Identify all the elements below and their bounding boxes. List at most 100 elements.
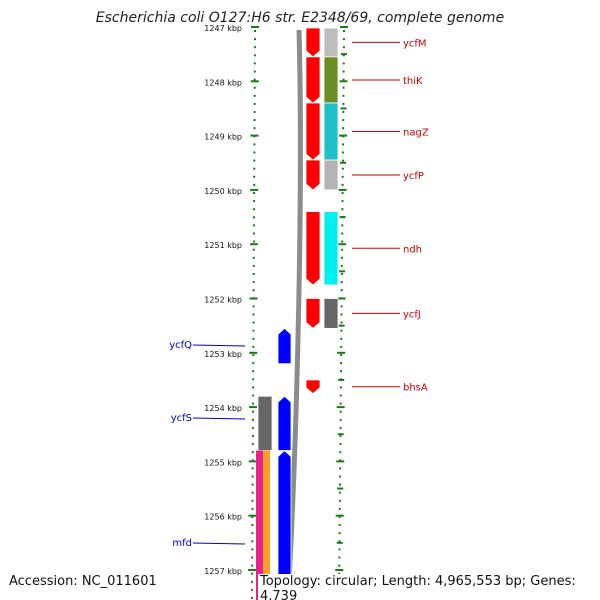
forward-gene-class-box: [323, 102, 339, 161]
ruler-dot: [340, 289, 343, 292]
ruler-tick-left: [249, 243, 258, 246]
ruler-dot: [252, 410, 254, 413]
ruler-dot: [253, 127, 256, 130]
ruler-minor-tick: [339, 270, 346, 273]
forward-gene-arrow: [305, 102, 321, 161]
gene-features: [256, 27, 339, 600]
ruler-dot: [251, 564, 254, 567]
ruler-dot: [338, 491, 341, 494]
ruler-dot: [252, 313, 255, 316]
ruler-dot: [253, 200, 256, 203]
gene-label: ycfM: [403, 38, 427, 49]
forward-gene-arrow: [305, 159, 321, 191]
gene-label: ndh: [403, 244, 422, 255]
ruler-dot: [340, 313, 343, 316]
ruler-dot: [342, 94, 345, 97]
ruler-dot: [341, 159, 344, 162]
ruler-tick-right: [340, 26, 349, 28]
ruler-tick-label: 1248 kbp: [204, 78, 242, 87]
ruler-dot: [252, 289, 255, 292]
ruler-dot: [341, 224, 344, 227]
backbone-track: [285, 29, 303, 600]
ruler-dot: [251, 597, 253, 599]
ruler-tick-left: [248, 569, 257, 571]
ruler-dot: [252, 354, 255, 356]
ruler-dot: [341, 192, 344, 194]
ruler-dot: [341, 151, 344, 154]
ruler-dot: [341, 200, 344, 203]
forward-gene-class-box: [323, 159, 339, 191]
ruler-dot: [253, 151, 256, 154]
ruler-dot: [252, 305, 255, 308]
ruler-dot: [253, 224, 255, 227]
ruler-dot: [341, 183, 344, 186]
gene-label: thiK: [403, 76, 423, 87]
ruler-dot: [342, 78, 345, 81]
ruler-dot: [252, 256, 255, 259]
gene-label: ycfJ: [403, 309, 421, 320]
ruler-minor-tick: [337, 433, 344, 436]
ruler-dot: [339, 483, 341, 486]
ruler-dot: [252, 386, 255, 389]
ruler-dot: [339, 443, 342, 446]
ruler-minor-tick: [340, 107, 347, 110]
forward-gene-arrow: [305, 379, 321, 395]
ruler-dot: [339, 451, 342, 454]
ruler-dot: [339, 394, 342, 397]
ruler-minor-tick: [340, 161, 347, 164]
ruler-dot: [251, 499, 254, 502]
ruler-tick-label: 1251 kbp: [204, 241, 242, 250]
ruler-tick-left: [249, 351, 258, 354]
ruler-dot: [338, 556, 341, 559]
ruler-dot: [342, 46, 345, 49]
gene-label: ycfS: [171, 413, 192, 424]
ruler-dot: [342, 127, 345, 130]
ruler-dot: [252, 248, 255, 251]
ruler-tick-right: [338, 243, 347, 246]
ruler-dot: [338, 548, 341, 551]
ruler-tick-label: 1256 kbp: [204, 513, 242, 522]
ruler-tick-right: [335, 569, 344, 571]
ruler-dot: [253, 70, 256, 73]
ruler-tick-right: [339, 80, 348, 83]
reverse-gene-arrow: [277, 395, 292, 451]
ruler-minor-tick: [339, 216, 346, 219]
ruler-dot: [251, 451, 254, 454]
reverse-gene-class-box: [257, 395, 273, 451]
ruler-dot: [253, 167, 256, 170]
ruler-dot: [254, 38, 256, 41]
accession-label: Accession: NC_011601: [7, 574, 159, 589]
ruler-dot: [339, 418, 342, 421]
ruler-dot: [252, 362, 255, 365]
ruler-dot: [252, 345, 255, 348]
ruler-dot: [253, 119, 256, 122]
ruler-tick-right: [336, 460, 345, 463]
forward-gene-arrow: [305, 211, 321, 286]
ruler-dot: [340, 281, 343, 284]
reverse-label-leader: [192, 344, 246, 347]
ruler-dot: [251, 483, 254, 486]
ruler-dot: [251, 475, 254, 478]
ruler-tick-left: [249, 297, 258, 300]
ruler-dot: [251, 426, 254, 429]
ruler-track: 1247 kbp 1248 kbp 1249 kbp 1250 kbp 1251 kbp…: [204, 24, 349, 599]
ruler-dot: [340, 362, 343, 365]
ruler-dot: [338, 532, 341, 535]
ruler-tick-left: [249, 406, 258, 409]
ruler-dot: [253, 183, 256, 186]
ruler-dot: [251, 459, 254, 462]
ruler-dot: [339, 467, 342, 470]
ruler-dot: [251, 507, 254, 510]
ruler-dot: [341, 248, 344, 251]
ruler-tick-right: [337, 351, 346, 354]
ruler-dot: [342, 54, 345, 57]
ruler-tick-left: [248, 460, 257, 463]
reverse-gene-class-box: [256, 450, 263, 600]
ruler-dot: [251, 548, 254, 551]
ruler-dot: [342, 62, 345, 65]
ruler-dot: [340, 345, 343, 348]
ruler-dot: [253, 46, 256, 49]
reverse-label-leader: [192, 542, 246, 545]
ruler-dot: [339, 459, 342, 462]
